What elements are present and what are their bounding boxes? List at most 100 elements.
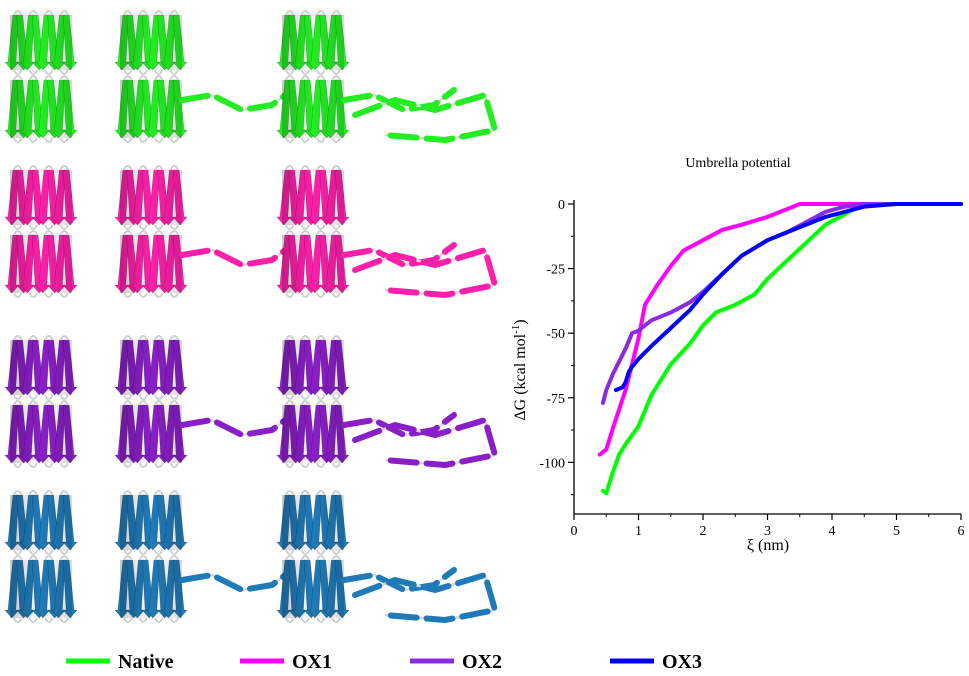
loop	[169, 400, 180, 406]
loop	[43, 75, 54, 81]
strand-shading	[120, 80, 182, 138]
loop	[122, 555, 133, 561]
loop	[153, 549, 164, 555]
loop	[59, 549, 70, 555]
loop	[12, 617, 23, 623]
loop	[59, 69, 70, 75]
loop	[300, 10, 311, 16]
loop	[315, 137, 326, 143]
y-axis-title-end: )	[512, 319, 529, 324]
loop	[122, 292, 133, 298]
loop	[331, 165, 342, 171]
loop	[122, 490, 133, 496]
loop	[12, 224, 23, 230]
loop	[43, 10, 54, 16]
loop	[169, 69, 180, 75]
loop	[138, 555, 149, 561]
loop	[315, 10, 326, 16]
loop	[59, 490, 70, 496]
structure-snapshot	[276, 490, 498, 623]
loop	[300, 400, 311, 406]
loop	[138, 137, 149, 143]
legend-label-native: Native	[118, 651, 174, 673]
loop	[138, 10, 149, 16]
loop	[284, 137, 295, 143]
loop	[59, 230, 70, 236]
x-tick-label: 6	[958, 524, 965, 539]
structure-snapshot	[276, 165, 498, 298]
loop	[300, 230, 311, 236]
loop	[300, 549, 311, 555]
x-tick-label: 4	[829, 524, 836, 539]
loop	[59, 10, 70, 16]
loop	[59, 137, 70, 143]
loop	[43, 400, 54, 406]
extended-strand	[352, 247, 498, 298]
loop	[28, 462, 39, 468]
loop	[300, 490, 311, 496]
loop	[28, 394, 39, 400]
loop	[28, 555, 39, 561]
y-axis-title-sup: -1	[510, 325, 522, 334]
loop	[169, 10, 180, 16]
loop	[122, 69, 133, 75]
x-tick-label: 2	[700, 524, 707, 539]
loop	[300, 617, 311, 623]
loop	[153, 69, 164, 75]
loop	[28, 400, 39, 406]
loop	[315, 462, 326, 468]
loop	[331, 462, 342, 468]
loop	[43, 394, 54, 400]
loop	[331, 137, 342, 143]
loop	[169, 555, 180, 561]
protein-structure-panels	[4, 10, 498, 623]
loop	[43, 490, 54, 496]
strand-shading	[10, 340, 72, 395]
loop	[331, 75, 342, 81]
loop	[138, 230, 149, 236]
structure-snapshot	[276, 335, 498, 468]
strand-shading	[120, 560, 182, 618]
extended-strand	[341, 242, 457, 268]
strand-shading	[10, 235, 72, 293]
loop	[59, 165, 70, 171]
loop	[153, 555, 164, 561]
plot-lines	[597, 202, 963, 496]
loop	[138, 69, 149, 75]
loop	[284, 462, 295, 468]
loop	[43, 335, 54, 341]
strand-shading	[282, 235, 344, 293]
loop	[284, 165, 295, 171]
loop	[169, 165, 180, 171]
loop	[153, 292, 164, 298]
loop	[331, 69, 342, 75]
structure-snapshot	[276, 10, 498, 143]
loop	[122, 549, 133, 555]
loop	[284, 394, 295, 400]
extended-strand	[341, 87, 457, 113]
loop	[300, 69, 311, 75]
loop	[169, 617, 180, 623]
y-tick-label: -50	[546, 327, 565, 342]
loop	[138, 292, 149, 298]
structure-snapshot	[4, 165, 78, 298]
loop	[153, 490, 164, 496]
loop	[315, 549, 326, 555]
loop	[122, 137, 133, 143]
loop	[331, 10, 342, 16]
loop	[331, 400, 342, 406]
loop	[153, 335, 164, 341]
extended-strand	[341, 567, 457, 593]
loop	[28, 490, 39, 496]
umbrella-potential-chart: Umbrella potential 0 1 2 3 4 5 6 0 -25 -50 -75 -100…	[510, 156, 965, 554]
strand-shading	[120, 15, 182, 70]
structure-snapshot	[4, 490, 78, 623]
extended-strand	[352, 417, 498, 468]
loop	[315, 400, 326, 406]
loop	[315, 165, 326, 171]
loop	[138, 224, 149, 230]
loop	[28, 75, 39, 81]
loop	[169, 230, 180, 236]
loop	[122, 224, 133, 230]
loop	[169, 224, 180, 230]
